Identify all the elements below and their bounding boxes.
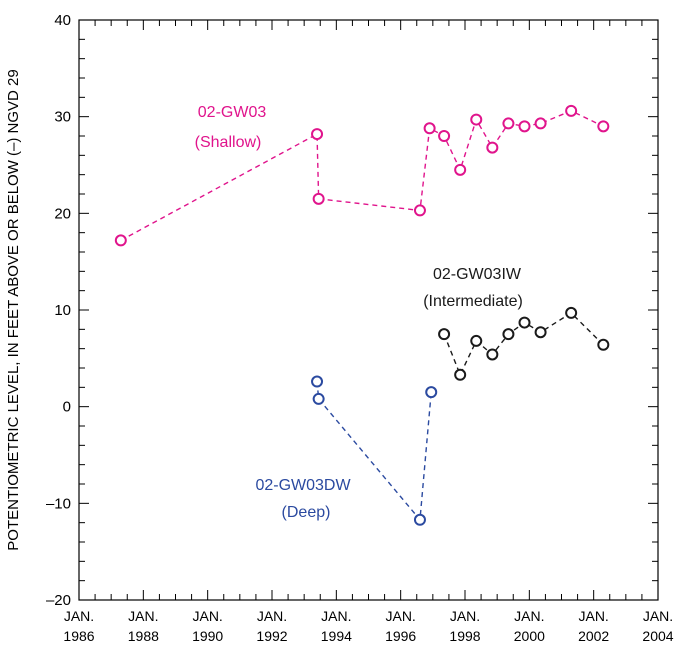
data-point <box>311 375 324 388</box>
x-tick-label-year: 1988 <box>128 628 159 644</box>
x-tick-label-year: 1998 <box>449 628 480 644</box>
x-tick-label-year: 1992 <box>256 628 287 644</box>
x-tick-label-month: JAN. <box>128 608 158 624</box>
plot-frame <box>78 19 659 601</box>
data-point <box>534 117 547 130</box>
x-tick-label-month: JAN. <box>514 608 544 624</box>
data-point <box>597 338 610 351</box>
x-tick-label-year: 1994 <box>321 628 352 644</box>
y-tick-label: 20 <box>54 205 71 222</box>
data-point <box>486 348 499 361</box>
x-tick-label-year: 1996 <box>385 628 416 644</box>
series-label-intermediate-name: 02-GW03IW <box>433 266 522 283</box>
series-02-GW03IW <box>438 306 610 381</box>
series-line <box>120 110 604 242</box>
series-02-GW03DW <box>311 375 438 526</box>
y-tick-label: 30 <box>54 109 71 126</box>
data-point <box>413 513 426 526</box>
y-tick-labels: –20 –10 0 10 20 30 40 <box>46 12 71 609</box>
series-label-intermediate-type: (Intermediate) <box>423 293 523 310</box>
y-axis-label: POTENTIOMETRIC LEVEL, IN FEET ABOVE OR B… <box>5 69 22 551</box>
data-point <box>454 368 467 381</box>
data-point <box>518 316 531 329</box>
data-point <box>502 328 515 341</box>
data-point <box>413 204 426 217</box>
y-tick-label: 10 <box>54 302 71 319</box>
data-point <box>486 141 499 154</box>
x-tick-labels: JAN. 1986 JAN. 1988 JAN. 1990 JAN. 1992 JAN. 1994… <box>63 608 673 644</box>
series-label-deep-name: 02-GW03DW <box>255 477 351 494</box>
data-point <box>311 128 324 141</box>
data-point <box>597 120 610 133</box>
data-point <box>312 192 325 205</box>
x-tick-label-month: JAN. <box>643 608 673 624</box>
data-point <box>502 117 515 130</box>
y-tick-label: –20 <box>46 592 71 609</box>
data-point <box>470 113 483 126</box>
data-series <box>114 104 610 526</box>
x-tick-label-year: 2004 <box>642 628 673 644</box>
x-tick-label-month: JAN. <box>385 608 415 624</box>
data-point <box>438 130 451 142</box>
series-labels: 02-GW03 (Shallow) 02-GW03IW (Intermediat… <box>195 104 523 521</box>
series-label-shallow-type: (Shallow) <box>195 134 262 151</box>
x-tick-label-month: JAN. <box>257 608 287 624</box>
data-point <box>565 104 578 117</box>
x-tick-label-month: JAN. <box>450 608 480 624</box>
x-tick-label-year: 1986 <box>63 628 94 644</box>
x-tick-label-month: JAN. <box>64 608 94 624</box>
data-point <box>454 163 467 176</box>
x-tick-label-year: 2000 <box>514 628 545 644</box>
data-point <box>438 328 451 341</box>
y-tick-label: 40 <box>54 12 71 29</box>
series-label-deep-type: (Deep) <box>282 504 331 521</box>
data-point <box>518 120 531 133</box>
data-point <box>312 392 325 405</box>
data-point <box>114 234 127 247</box>
x-tick-label-month: JAN. <box>578 608 608 624</box>
x-tick-label-year: 1990 <box>192 628 223 644</box>
series-label-shallow-name: 02-GW03 <box>198 104 267 121</box>
x-tick-label-month: JAN. <box>192 608 222 624</box>
y-tick-label: 0 <box>63 399 71 416</box>
data-point <box>423 122 436 135</box>
series-02-GW03 <box>114 104 610 247</box>
x-tick-label-month: JAN. <box>321 608 351 624</box>
data-point <box>470 334 483 347</box>
series-line <box>316 381 432 522</box>
data-point <box>425 386 438 399</box>
y-tick-label: –10 <box>46 495 71 512</box>
data-point <box>534 326 547 339</box>
data-point <box>565 306 578 319</box>
x-tick-label-year: 2002 <box>578 628 609 644</box>
